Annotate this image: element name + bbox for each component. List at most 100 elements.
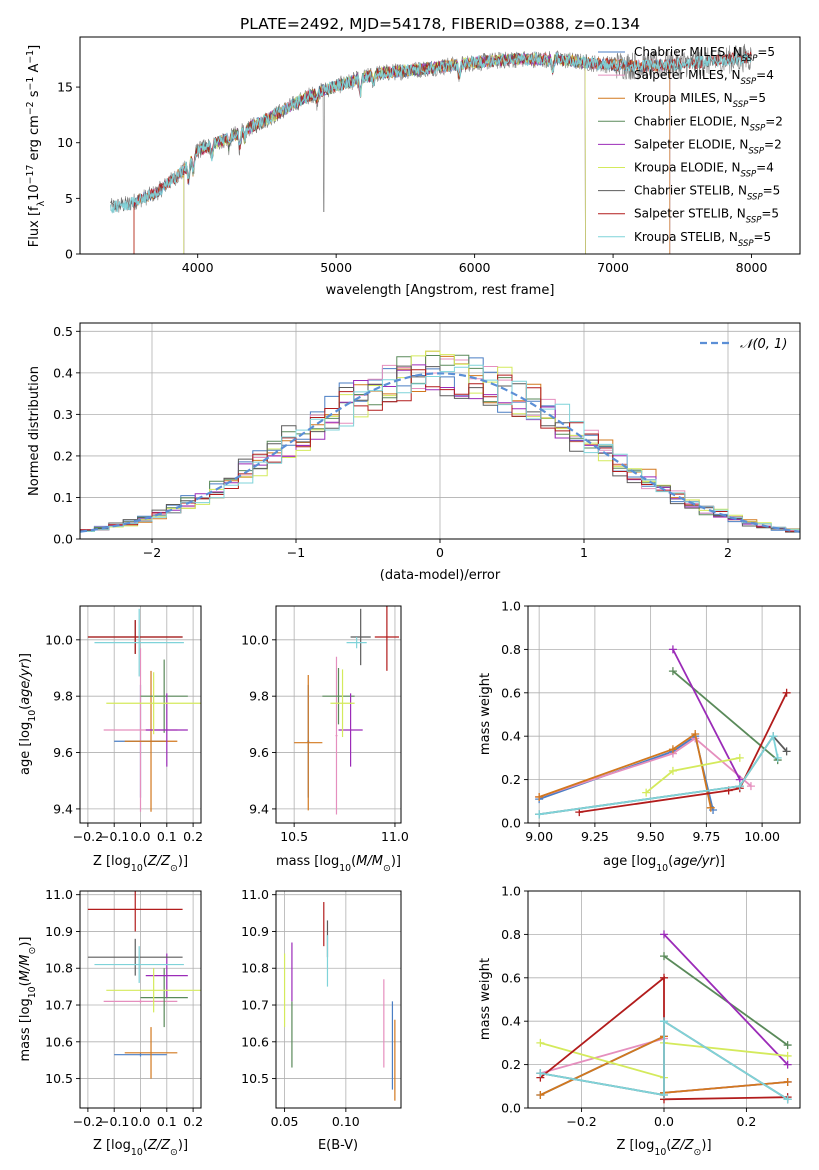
series-line: [672, 648, 741, 781]
errorbar-salpeter-elodie: [145, 693, 188, 767]
y-tick-label: 10: [57, 135, 73, 150]
plot-area-spectrum: [109, 43, 752, 254]
y-tick-label: 15: [57, 80, 73, 95]
x-tick-label: 2: [724, 545, 732, 560]
legend-label-salpeter-stelib: Salpeter STELIB, NSSP=5: [634, 207, 779, 226]
model-spectrum-kroupa-miles: [133, 52, 671, 254]
y-tick-label: 10.0: [45, 632, 73, 647]
series-line: [538, 733, 779, 816]
axes-frame: [275, 890, 402, 1109]
series-kroupa-stelib: [535, 732, 782, 819]
model-spectrum-chabrier-elodie: [183, 52, 586, 254]
y-tick-label: 0.2: [501, 772, 521, 787]
x-tick-label: 6000: [459, 260, 491, 275]
series-point: [782, 688, 791, 697]
x-tick-label: 0.0: [131, 1114, 151, 1129]
x-tick-label: 10.5: [280, 829, 308, 844]
y-axis-label: Normed distribution: [27, 366, 42, 496]
x-tick-label: 9.75: [692, 829, 720, 844]
panel-age_vs_Z: −0.2−0.1 0.0 0.1 0.2 9.4 9.6 9.8 10.0: [45, 605, 203, 844]
series-point: [668, 766, 677, 775]
x-tick-label: 9.00: [525, 829, 553, 844]
axes-frame: [79, 890, 202, 1109]
axes-frame: [79, 36, 801, 255]
y-tick-label: 0.5: [53, 324, 73, 339]
errorbar-chabrier-miles: [114, 1052, 167, 1057]
axes-frame: [527, 605, 801, 824]
y-tick-label: 0.4: [501, 729, 521, 744]
y-tick-label: 9.8: [53, 689, 73, 704]
series-point: [783, 1041, 792, 1050]
model-spectrum-chabrier-miles: [133, 51, 671, 254]
y-tick-label: 0.4: [501, 1014, 521, 1029]
series-point: [746, 782, 755, 791]
y-tick-label: 1.0: [501, 599, 521, 614]
series-point: [773, 753, 782, 762]
x-axis-label: wavelength [Angstrom, rest frame]: [326, 283, 555, 298]
series-point: [691, 730, 700, 739]
errorbar-kroupa-stelib: [94, 608, 184, 677]
panel-mass_vs_ebv: 0.05 0.10 10.5 10.6 10.7 10.8 10.9 11.0: [241, 887, 402, 1129]
y-tick-label: 10.5: [45, 1071, 73, 1086]
x-tick-label: 11.0: [381, 829, 409, 844]
series-point: [735, 782, 744, 791]
series-point: [783, 1095, 792, 1104]
model-spectrum-salpeter-elodie: [183, 53, 586, 254]
y-tick-label: 0.8: [501, 927, 521, 942]
plot-area-age_vs_Z: [87, 608, 201, 812]
series-point: [660, 930, 668, 939]
x-tick-label: −0.1: [99, 829, 129, 844]
x-tick-label: 8000: [736, 260, 768, 275]
panel-age_vs_mass: 10.5 11.0 9.4 9.6 9.8 10.0: [241, 605, 409, 844]
series-point: [782, 747, 791, 756]
x-tick-label: 0.05: [271, 1114, 299, 1129]
x-tick-label: 4000: [182, 260, 214, 275]
y-tick-label: 9.6: [249, 745, 269, 760]
series-kroupa-stelib: [536, 1017, 792, 1104]
axes-frame: [275, 605, 402, 824]
x-tick-label: −2: [143, 545, 161, 560]
series-point: [769, 732, 778, 741]
series-point: [668, 667, 677, 676]
histogram-chabrier-stelib: [80, 365, 800, 535]
x-tick-label: 0.0: [654, 1114, 674, 1129]
series-point: [660, 1090, 668, 1099]
legend-label-salpeter-miles: Salpeter MILES, NSSP=4: [634, 68, 774, 87]
panel-residuals: −2 −1 0 1 2 0.0 0.1 0.2 0.3 0.4 0.5: [53, 322, 801, 560]
series-line: [540, 1019, 789, 1101]
x-tick-label: 9.25: [581, 829, 609, 844]
y-tick-label: 0.3: [53, 407, 73, 422]
y-tick-label: 10.8: [241, 961, 269, 976]
series-line: [538, 734, 714, 811]
x-tick-label: −0.2: [566, 1114, 596, 1129]
x-axis-label: age [log10(age/yr)]: [603, 854, 725, 874]
y-tick-label: 10.9: [241, 924, 269, 939]
series-salpeter-elodie: [660, 930, 792, 1069]
series-line: [663, 933, 789, 1066]
legend-label-chabrier-elodie: Chabrier ELODIE, NSSP=2: [634, 114, 783, 133]
series-point: [536, 1090, 545, 1099]
series-point: [535, 792, 544, 801]
series-line: [538, 732, 712, 808]
panel-weight_vs_age: 9.00 9.25 9.50 9.75 10.00 0.0 0.2 0.4 0.6 0.8 1.0: [501, 599, 801, 844]
plot-area-mass_vs_Z: [87, 891, 201, 1079]
plot-area-mass_vs_ebv: [283, 902, 396, 1101]
model-spectrum-salpeter-stelib: [133, 51, 752, 254]
errorbar-kroupa-stelib: [346, 637, 367, 649]
errorbar-chabrier-stelib: [350, 608, 371, 666]
series-point: [668, 645, 677, 654]
y-tick-label: 0.1: [53, 490, 73, 505]
errorbar-salpeter-miles: [335, 656, 338, 815]
y-tick-label: 10.6: [45, 1034, 73, 1049]
y-tick-label: 0.2: [501, 1057, 521, 1072]
plot-area-weight_vs_age: [535, 645, 791, 819]
x-tick-label: 5000: [320, 260, 352, 275]
x-axis-label: E(B-V): [318, 1138, 358, 1153]
panel-spectrum: 4000 5000 6000 7000 8000 0 5 10 15: [57, 36, 801, 275]
series-point: [642, 788, 651, 797]
axes-frame: [527, 890, 801, 1109]
x-tick-label: 0.1: [157, 829, 177, 844]
errorbar-kroupa-elodie: [106, 968, 201, 1013]
errorbar-salpeter-stelib: [87, 891, 183, 932]
legend-label-chabrier-stelib: Chabrier STELIB, NSSP=5: [634, 184, 780, 203]
